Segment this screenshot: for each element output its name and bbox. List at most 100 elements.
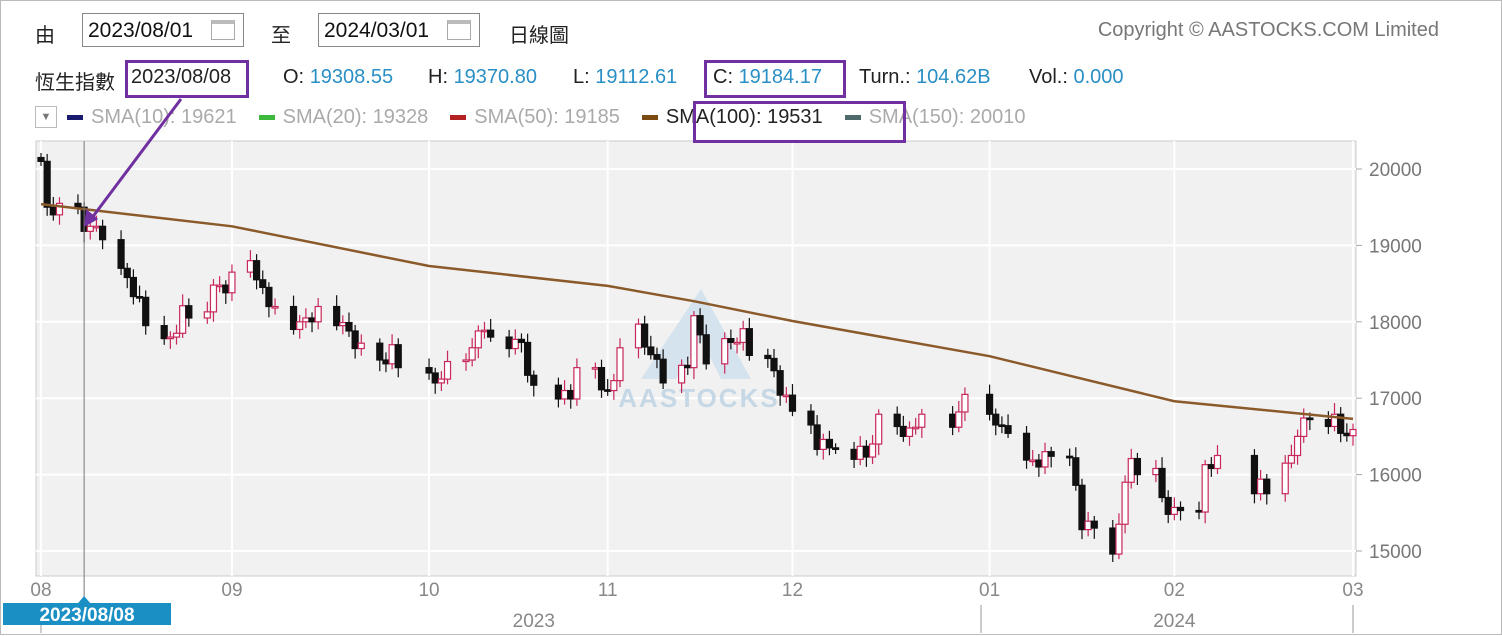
legend-dropdown-toggle[interactable]: ▼ (35, 106, 57, 128)
legend-item-1[interactable]: SMA(20): 19328 (258, 106, 428, 129)
candle-body (770, 357, 778, 372)
candle-body (431, 372, 439, 384)
candle-body (443, 360, 452, 380)
to-date-input[interactable]: 2024/03/01 (318, 13, 480, 47)
candle-body (1035, 459, 1043, 468)
candle-body (825, 438, 834, 449)
candle-body (899, 425, 907, 437)
candle-body (1121, 481, 1129, 525)
y-tick-label: 18000 (1369, 313, 1422, 334)
candle-body (172, 332, 181, 338)
candle-body (1343, 432, 1351, 437)
candle-body (216, 284, 224, 288)
candle-body (394, 344, 402, 369)
candle-body (604, 389, 612, 392)
candle-body (893, 413, 901, 428)
legend-item-3[interactable]: SMA(100): 19531 (641, 106, 823, 129)
x-tick-label: 12 (782, 580, 803, 601)
annotation-arrowhead (84, 209, 99, 227)
candle-body (813, 424, 821, 450)
crosshair-date-tag (3, 603, 171, 625)
highlight-sma100 (693, 101, 906, 143)
candle-body (1115, 523, 1123, 555)
calendar-icon[interactable] (447, 20, 471, 40)
candle-body (179, 305, 187, 334)
candle-body (1022, 432, 1031, 461)
candle-body (641, 323, 649, 348)
candle-body (517, 338, 526, 344)
candle-body (468, 347, 476, 361)
candle-body (1201, 464, 1209, 513)
legend-label: SMA(10): 19621 (91, 106, 237, 128)
candle-body (912, 426, 920, 430)
from-date-input[interactable]: 2023/08/01 (82, 13, 244, 47)
candle-body (117, 239, 125, 269)
candle-body (123, 267, 131, 279)
candle-body (228, 271, 236, 294)
candle-body (1164, 496, 1172, 515)
highlight-close (704, 60, 846, 98)
legend-swatch (641, 115, 658, 121)
candle-body (252, 260, 261, 281)
candle-body (702, 334, 710, 365)
candle-body (1207, 464, 1215, 470)
candle-body (554, 384, 563, 400)
candle-body (782, 394, 790, 398)
candle-body (74, 202, 82, 208)
y-tick-label: 19000 (1369, 236, 1422, 257)
y-tick-label: 20000 (1369, 160, 1422, 181)
low-label: L: (573, 66, 590, 88)
candle-body (222, 284, 230, 294)
candle-body (209, 284, 218, 313)
candle-body (339, 321, 347, 327)
chart-type-label[interactable]: 日線圖 (509, 25, 569, 47)
x-tick-label: 01 (979, 580, 1000, 601)
legend-swatch (258, 115, 275, 121)
candle-body (819, 438, 827, 450)
legend-item-2[interactable]: SMA(50): 19185 (450, 106, 620, 129)
candle-body (684, 364, 692, 369)
x-tick-label: 11 (598, 580, 618, 601)
candle-body (160, 325, 168, 340)
candle-body (92, 225, 101, 229)
candle-body (567, 389, 575, 400)
candle-body (862, 445, 870, 458)
candle-body (856, 445, 864, 460)
candle-body (1066, 455, 1074, 459)
candle-body (634, 323, 643, 349)
y-tick-label: 15000 (1369, 542, 1422, 563)
candle-body (1337, 413, 1345, 434)
calendar-icon[interactable] (211, 20, 235, 40)
candle-body (142, 296, 150, 327)
candle-body (875, 413, 883, 445)
to-date-value: 2024/03/01 (324, 19, 430, 42)
candle-body (721, 338, 729, 365)
candle-body (351, 330, 359, 350)
candle-body (524, 341, 532, 376)
candlestick-chart[interactable]: 20000 19000 18000 17000 16000 15000 08 09 10 11 12… (1, 98, 1502, 636)
candle-body (43, 160, 51, 208)
candle-body (1170, 506, 1178, 515)
candle-body (1257, 478, 1265, 495)
candle-body (690, 315, 698, 369)
candle-body (573, 367, 581, 400)
candle-body (1349, 428, 1357, 437)
legend-item-4[interactable]: SMA(150): 20010 (844, 106, 1025, 129)
candle-body (1306, 417, 1314, 421)
y-tick-label: 17000 (1369, 389, 1422, 410)
crosshair-date-label: 2023/08/08 (39, 605, 134, 626)
candle-body (259, 279, 267, 289)
candle-body (474, 330, 482, 349)
crosshair-tag-pointer (78, 596, 91, 603)
legend-label: SMA(100): 19531 (665, 106, 823, 128)
x-tick-label: 03 (1342, 580, 1363, 601)
candle-body (49, 206, 57, 216)
candle-body (135, 295, 144, 299)
candle-body (998, 424, 1006, 428)
candle-body (314, 305, 322, 323)
candle-body (961, 393, 969, 413)
legend: SMA(10): 19621 SMA(20): 19328 SMA(50): 191… (67, 106, 1025, 129)
candle-body (462, 359, 470, 363)
candle-body (1250, 454, 1259, 495)
legend-item-0[interactable]: SMA(10): 19621 (67, 106, 237, 129)
